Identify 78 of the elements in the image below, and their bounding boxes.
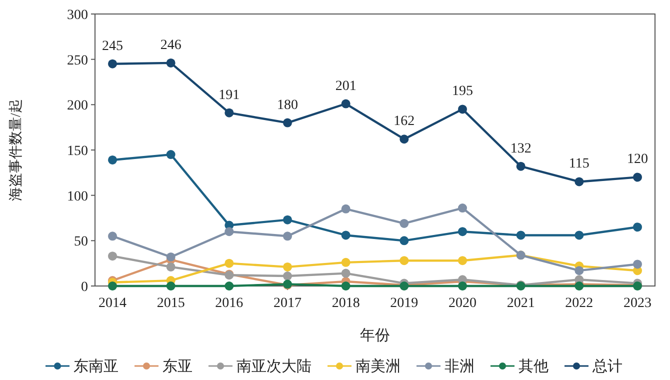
x-tick-label: 2018 xyxy=(332,296,360,311)
point xyxy=(108,232,117,241)
x-tick-label: 2022 xyxy=(565,296,594,311)
x-tick-label: 2017 xyxy=(274,296,302,311)
x-axis-title: 年份 xyxy=(360,327,390,344)
point xyxy=(108,155,117,164)
point xyxy=(108,59,117,68)
legend-label: 东亚 xyxy=(162,358,192,375)
data-label: 245 xyxy=(102,38,123,54)
legend-label: 总计 xyxy=(592,358,622,375)
point xyxy=(108,282,117,290)
data-label: 195 xyxy=(452,84,473,100)
data-label: 132 xyxy=(510,141,532,156)
point xyxy=(574,230,584,240)
data-label: 201 xyxy=(335,78,356,94)
x-tick-label: 2021 xyxy=(506,296,535,311)
point xyxy=(574,266,584,276)
point xyxy=(341,258,350,267)
y-tick-label: 50 xyxy=(74,234,88,250)
x-tick-label: 2023 xyxy=(624,296,652,311)
data-label: 115 xyxy=(568,156,590,172)
x-tick-label: 2016 xyxy=(215,296,244,311)
point xyxy=(633,260,642,269)
point xyxy=(633,222,642,232)
legend-label: 其他 xyxy=(518,358,548,375)
point xyxy=(458,227,467,236)
point xyxy=(516,230,526,240)
point xyxy=(283,232,292,241)
point xyxy=(341,282,350,290)
y-tick-label: 300 xyxy=(67,8,88,23)
x-tick-label: 2020 xyxy=(448,296,476,311)
point xyxy=(400,134,409,144)
point xyxy=(108,252,117,261)
point xyxy=(574,177,584,186)
data-label: 191 xyxy=(218,88,240,103)
data-label: 120 xyxy=(627,152,648,168)
point xyxy=(283,118,292,128)
x-tick-label: 2014 xyxy=(98,296,126,311)
point xyxy=(633,172,642,182)
point xyxy=(283,262,292,272)
y-tick-label: 250 xyxy=(67,53,88,68)
legend-label: 非洲 xyxy=(444,358,474,375)
point xyxy=(341,230,350,240)
point xyxy=(224,227,234,236)
point xyxy=(516,162,526,171)
point xyxy=(283,215,292,224)
point xyxy=(224,258,234,268)
data-label: 180 xyxy=(277,98,298,113)
point xyxy=(458,104,467,114)
point xyxy=(341,99,350,108)
legend-label: 南美洲 xyxy=(356,358,400,375)
y-tick-label: 0 xyxy=(81,280,88,295)
point xyxy=(458,204,467,213)
data-label: 246 xyxy=(160,38,182,53)
point xyxy=(400,236,409,246)
point xyxy=(400,256,409,266)
point xyxy=(166,58,176,68)
point xyxy=(341,204,350,214)
point xyxy=(166,252,176,262)
point xyxy=(283,272,292,281)
point xyxy=(400,218,409,228)
y-tick-label: 200 xyxy=(67,98,88,114)
legend-label: 东南亚 xyxy=(74,358,118,375)
y-axis-title: 海盗事件数量/起 xyxy=(8,99,24,201)
y-tick-label: 150 xyxy=(67,144,88,159)
point xyxy=(166,262,176,272)
point xyxy=(458,256,467,266)
point xyxy=(166,150,176,160)
data-label: 162 xyxy=(394,114,415,130)
point xyxy=(224,108,234,118)
x-tick-label: 2015 xyxy=(156,296,185,311)
point xyxy=(166,282,176,290)
point xyxy=(341,268,350,278)
legend-label: 南亚次大陆 xyxy=(236,358,312,375)
x-tick-label: 2019 xyxy=(390,296,418,311)
point xyxy=(458,282,467,290)
y-tick-label: 100 xyxy=(67,189,88,204)
point xyxy=(224,282,234,290)
